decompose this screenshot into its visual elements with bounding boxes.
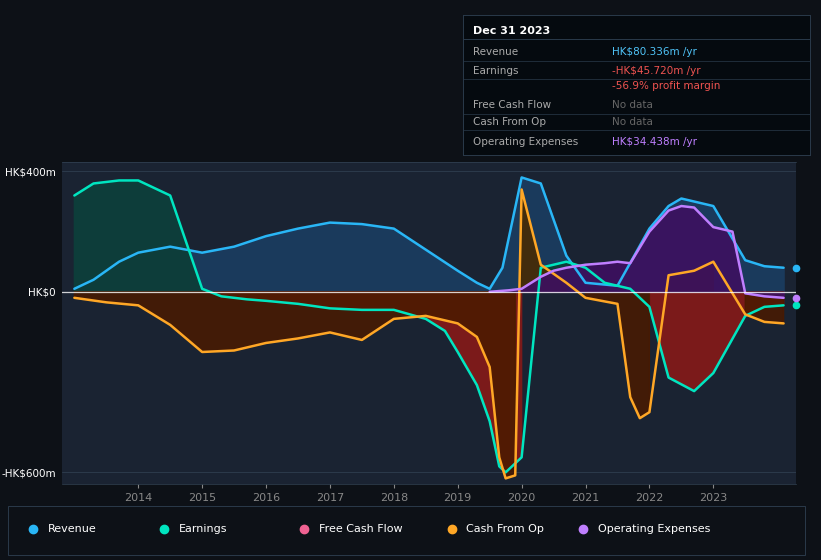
Text: Operating Expenses: Operating Expenses (598, 524, 710, 534)
Text: Free Cash Flow: Free Cash Flow (319, 524, 402, 534)
Text: HK$80.336m /yr: HK$80.336m /yr (612, 47, 697, 57)
Text: Cash From Op: Cash From Op (474, 117, 547, 127)
Text: No data: No data (612, 100, 653, 110)
Text: Operating Expenses: Operating Expenses (474, 137, 579, 147)
Text: Dec 31 2023: Dec 31 2023 (474, 26, 551, 36)
Text: No data: No data (612, 117, 653, 127)
Text: Revenue: Revenue (474, 47, 519, 57)
Text: Cash From Op: Cash From Op (466, 524, 544, 534)
Text: -56.9% profit margin: -56.9% profit margin (612, 81, 721, 91)
Text: -HK$45.720m /yr: -HK$45.720m /yr (612, 66, 701, 76)
Text: Revenue: Revenue (48, 524, 96, 534)
Text: Free Cash Flow: Free Cash Flow (474, 100, 552, 110)
Text: HK$34.438m /yr: HK$34.438m /yr (612, 137, 697, 147)
Text: Earnings: Earnings (474, 66, 519, 76)
Text: Earnings: Earnings (179, 524, 227, 534)
